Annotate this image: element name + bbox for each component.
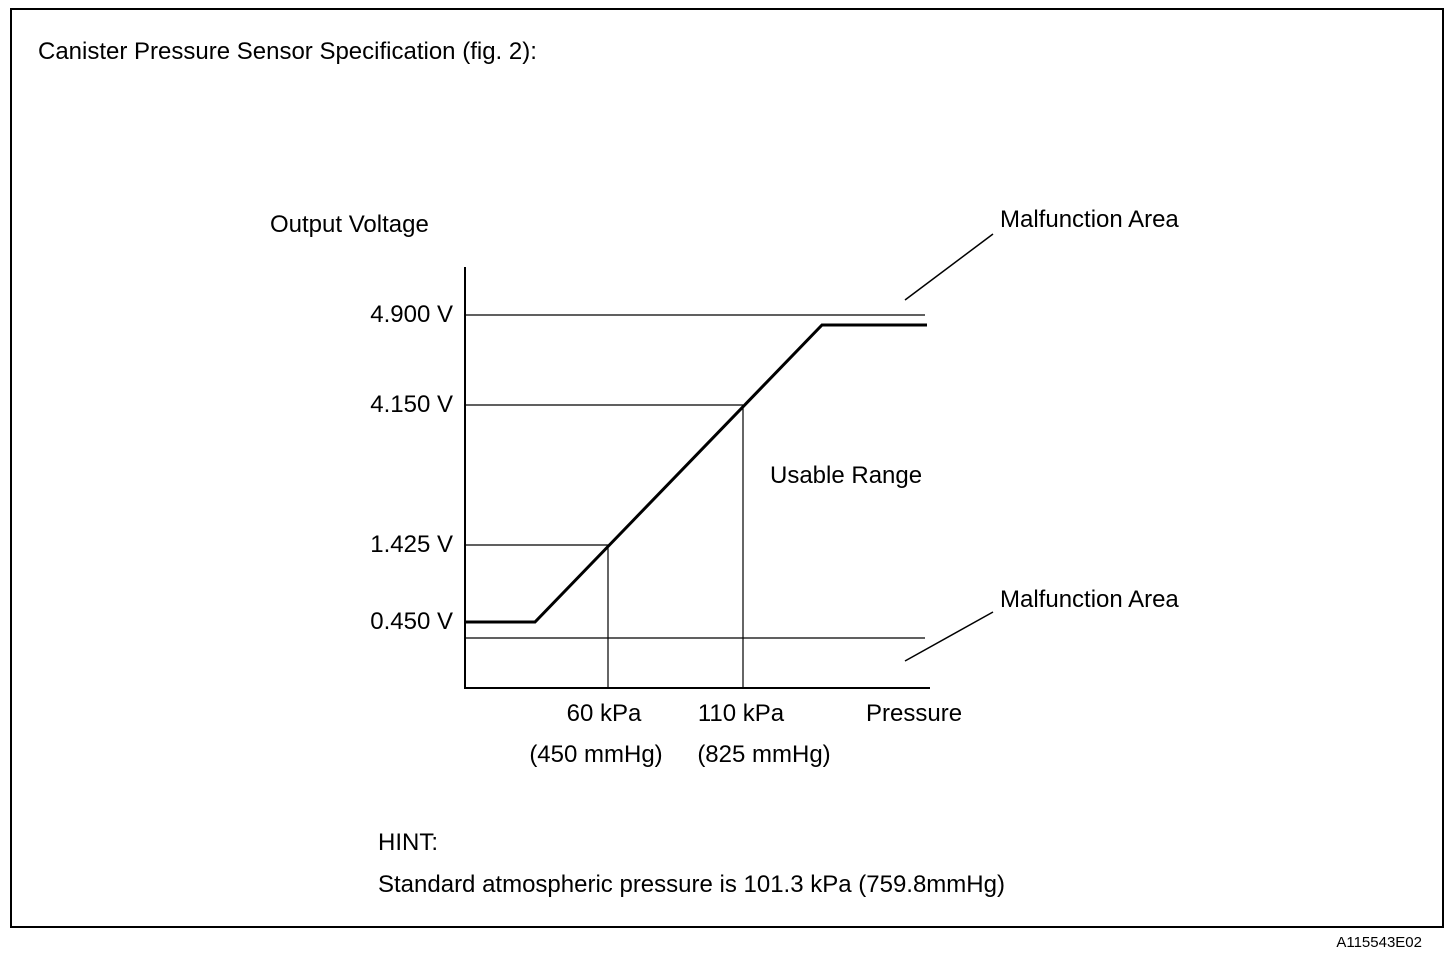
y-axis-title: Output Voltage [270, 211, 429, 238]
sensor-output-curve [466, 323, 927, 624]
y-tick-4900: 4.900 V [370, 301, 453, 328]
x-tick-110kpa: 110 kPa [697, 700, 785, 727]
x-axis-title: Pressure [866, 700, 963, 727]
y-tick-0450: 0.450 V [370, 608, 453, 635]
leader-line-lower-malfunction [904, 611, 994, 662]
figure-title: Canister Pressure Sensor Specification (… [38, 38, 537, 65]
leader-line-upper-malfunction [904, 233, 994, 301]
x-tick-825mmhg: (825 mmHg) [697, 741, 831, 768]
hint-text: Standard atmospheric pressure is 101.3 k… [378, 871, 1005, 898]
hint-label: HINT: [378, 829, 438, 856]
x-tick-450mmhg: (450 mmHg) [529, 741, 663, 768]
y-tick-1425: 1.425 V [370, 531, 453, 558]
figure-border [10, 8, 1444, 928]
x-tick-60kpa: 60 kPa [566, 700, 642, 727]
figure-ref-code: A115543E02 [1336, 934, 1422, 951]
annotation-malfunction-upper: Malfunction Area [1000, 206, 1179, 233]
annotation-usable-range: Usable Range [770, 462, 923, 489]
annotation-malfunction-lower: Malfunction Area [1000, 586, 1179, 613]
y-tick-4150: 4.150 V [370, 391, 453, 418]
